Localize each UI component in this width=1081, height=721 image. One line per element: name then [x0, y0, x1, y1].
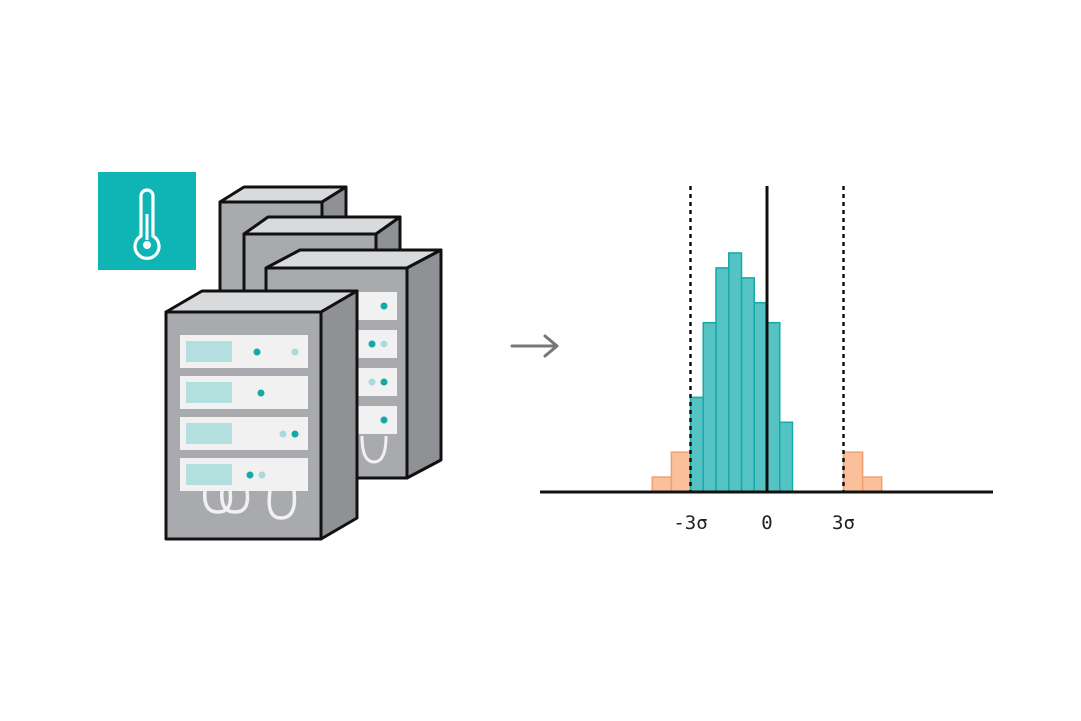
- normal-bar: [740, 277, 755, 493]
- arrow-right-icon: [510, 334, 559, 358]
- x-tick-label: 0: [761, 512, 772, 534]
- normal-bar: [753, 302, 768, 493]
- reference-lines: [689, 186, 845, 492]
- normal-bar: [728, 252, 743, 493]
- server-rack-front: [164, 289, 359, 541]
- thermometer-icon: [133, 188, 161, 260]
- thermometer-badge: [98, 172, 196, 270]
- normal-bar: [779, 421, 794, 493]
- histogram-bars: [651, 252, 883, 493]
- normal-bar: [702, 321, 717, 493]
- outlier-bar: [651, 476, 673, 493]
- outlier-bar: [670, 451, 692, 493]
- x-tick-labels: -3σ 0 3σ: [673, 512, 855, 534]
- normal-bar: [689, 396, 704, 493]
- outlier-bar: [861, 476, 883, 493]
- outlier-bar: [842, 451, 864, 493]
- server-rack-icon: [164, 185, 443, 541]
- normal-bar: [766, 321, 781, 493]
- x-tick-label: -3σ: [673, 512, 707, 534]
- histogram-chart: -3σ 0 3σ: [540, 186, 993, 534]
- server-cables: [203, 490, 297, 520]
- x-tick-label: 3σ: [832, 512, 855, 534]
- normal-bar: [715, 267, 730, 493]
